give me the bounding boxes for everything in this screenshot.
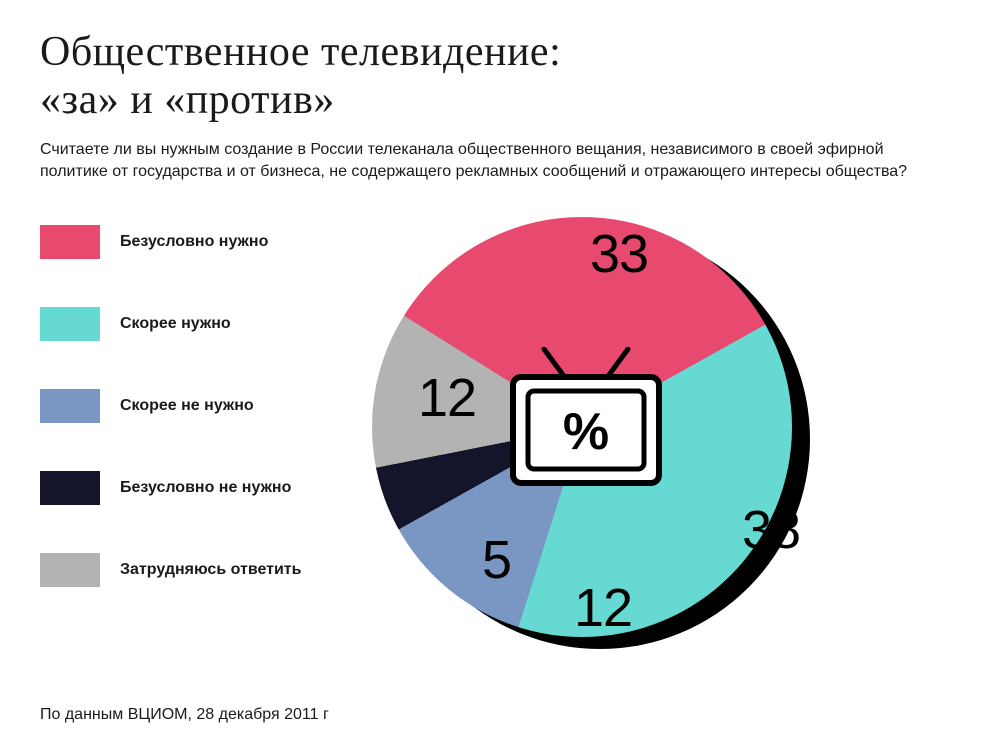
legend-label: Безусловно не нужно (120, 479, 291, 497)
legend-label: Скорее не нужно (120, 397, 254, 415)
center-symbol: % (563, 403, 609, 461)
title-line-2: «за» и «против» (40, 77, 335, 123)
survey-question: Считаете ли вы нужным создание в России … (40, 139, 950, 184)
legend-label: Скорее нужно (120, 315, 231, 333)
legend-label: Затрудняюсь ответить (120, 561, 301, 579)
slice-value: 33 (590, 223, 648, 285)
title-line-1: Общественное телевидение: (40, 29, 561, 75)
legend-swatch (40, 307, 100, 341)
legend-swatch (40, 553, 100, 587)
legend-swatch (40, 471, 100, 505)
legend-swatch (40, 389, 100, 423)
slice-value: 12 (418, 367, 476, 429)
legend-item: Скорее нужно (40, 307, 340, 341)
legend-label: Безусловно нужно (120, 233, 268, 251)
source-footer: По данным ВЦИОМ, 28 декабря 2011 г (40, 706, 329, 724)
legend-swatch (40, 225, 100, 259)
legend-item: Затрудняюсь ответить (40, 553, 340, 587)
tv-icon: % (508, 347, 664, 487)
chart-content: Безусловно нужно Скорее нужно Скорее не ну… (40, 215, 958, 655)
pie-chart: 33 38 12 5 12 % (340, 215, 820, 655)
legend-item: Безусловно нужно (40, 225, 340, 259)
legend-item: Безусловно не нужно (40, 471, 340, 505)
page-title: Общественное телевидение: «за» и «против… (40, 28, 958, 125)
slice-value: 38 (742, 499, 800, 561)
slice-value: 12 (574, 577, 632, 639)
legend-item: Скорее не нужно (40, 389, 340, 423)
legend: Безусловно нужно Скорее нужно Скорее не ну… (40, 215, 340, 635)
slice-value: 5 (482, 529, 511, 591)
